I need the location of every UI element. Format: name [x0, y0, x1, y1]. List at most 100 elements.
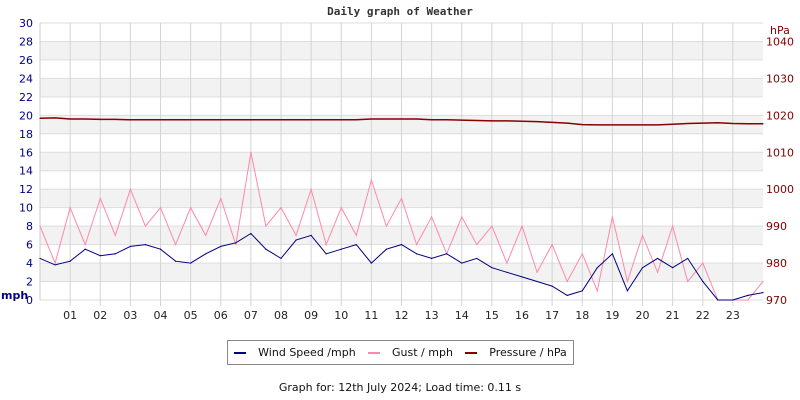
data-point-wind: [446, 253, 448, 255]
right-tick-label: 1010: [766, 146, 794, 159]
data-point-wind: [717, 299, 719, 301]
x-tick-label: 11: [364, 309, 378, 322]
data-point-gust: [129, 188, 131, 190]
data-point-gust: [400, 197, 403, 200]
data-point-pressure: [581, 123, 583, 126]
data-point-wind: [84, 248, 86, 250]
data-point-pressure: [626, 124, 629, 126]
data-point-pressure: [446, 119, 448, 121]
data-point-wind: [39, 257, 41, 260]
legend: Wind Speed /mph Gust / mph Pressure / hP…: [227, 340, 574, 365]
data-point-wind: [400, 244, 403, 246]
left-tick-label: 30: [19, 17, 33, 30]
data-point-wind: [611, 253, 613, 255]
data-point-wind: [461, 262, 463, 264]
data-point-wind: [626, 290, 629, 292]
data-point-pressure: [190, 119, 192, 121]
data-point-pressure: [521, 120, 523, 122]
data-point-wind: [54, 264, 56, 266]
data-point-wind: [762, 292, 764, 294]
data-point-gust: [159, 207, 162, 209]
data-point-gust: [551, 244, 553, 246]
data-point-wind: [129, 245, 131, 248]
data-point-gust: [656, 271, 659, 273]
right-tick-label: 980: [766, 257, 787, 270]
data-point-pressure: [536, 121, 538, 123]
data-point-wind: [355, 244, 357, 246]
data-point-pressure: [84, 118, 86, 120]
data-point-gust: [205, 234, 207, 236]
x-tick-label: 09: [304, 309, 318, 322]
data-point-gust: [385, 225, 388, 227]
data-point-wind: [114, 253, 116, 255]
left-tick-label: 28: [19, 35, 33, 48]
data-point-gust: [611, 216, 613, 218]
data-point-gust: [174, 244, 177, 246]
x-tick-label: 04: [154, 309, 168, 322]
data-point-wind: [415, 253, 418, 255]
data-point-wind: [431, 257, 433, 260]
footer-status: Graph for: 12th July 2024; Load time: 0.…: [278, 381, 522, 394]
legend-swatch-gust: [368, 351, 381, 354]
data-point-gust: [280, 207, 282, 209]
data-point-pressure: [370, 118, 372, 120]
x-tick-label: 05: [184, 309, 198, 322]
data-point-wind: [220, 245, 222, 248]
left-tick-label: 2: [26, 276, 33, 289]
data-point-wind: [280, 257, 282, 260]
data-point-gust: [54, 262, 56, 264]
data-point-gust: [641, 234, 644, 236]
data-point-wind: [536, 280, 538, 283]
data-point-wind: [340, 248, 342, 250]
data-point-wind: [581, 290, 583, 292]
data-point-gust: [220, 197, 222, 200]
legend-swatch-wind: [234, 351, 247, 354]
data-point-gust: [506, 262, 508, 264]
left-tick-label: 8: [26, 220, 33, 233]
data-point-pressure: [265, 119, 267, 121]
left-axis-label: mph: [1, 289, 28, 302]
data-point-pressure: [596, 124, 598, 126]
data-point-pressure: [415, 118, 418, 120]
data-point-pressure: [732, 122, 734, 125]
data-point-gust: [310, 188, 312, 190]
x-tick-label: 12: [395, 309, 409, 322]
data-point-wind: [310, 234, 312, 236]
data-point-gust: [687, 280, 689, 283]
data-point-wind: [506, 271, 508, 273]
data-point-pressure: [235, 119, 237, 121]
right-tick-label: 970: [766, 294, 787, 307]
data-point-wind: [159, 248, 162, 250]
data-point-wind: [385, 248, 388, 250]
data-point-gust: [325, 244, 327, 246]
x-tick-label: 02: [93, 309, 107, 322]
right-tick-label: 1020: [766, 109, 794, 122]
x-tick-label: 17: [545, 309, 559, 322]
left-tick-label: 26: [19, 54, 33, 67]
data-point-pressure: [129, 119, 131, 121]
data-point-gust: [702, 262, 704, 264]
data-point-pressure: [220, 119, 222, 121]
right-axis-label: hPa: [770, 24, 790, 37]
data-point-pressure: [310, 119, 312, 121]
data-point-wind: [491, 267, 493, 269]
x-tick-label: 18: [575, 309, 589, 322]
data-point-pressure: [114, 118, 116, 120]
data-point-pressure: [762, 123, 764, 125]
data-point-pressure: [159, 119, 162, 121]
data-point-gust: [626, 280, 629, 283]
data-point-wind: [99, 255, 101, 257]
data-point-pressure: [99, 118, 101, 120]
data-point-gust: [581, 253, 583, 255]
data-point-wind: [174, 260, 177, 262]
x-tick-label: 20: [636, 309, 650, 322]
data-point-pressure: [400, 118, 403, 120]
data-point-wind: [205, 253, 207, 255]
data-point-gust: [69, 207, 71, 209]
x-tick-label: 13: [425, 309, 439, 322]
x-tick-label: 01: [63, 309, 77, 322]
data-point-wind: [687, 257, 689, 260]
x-tick-label: 06: [214, 309, 228, 322]
data-point-pressure: [717, 122, 719, 124]
